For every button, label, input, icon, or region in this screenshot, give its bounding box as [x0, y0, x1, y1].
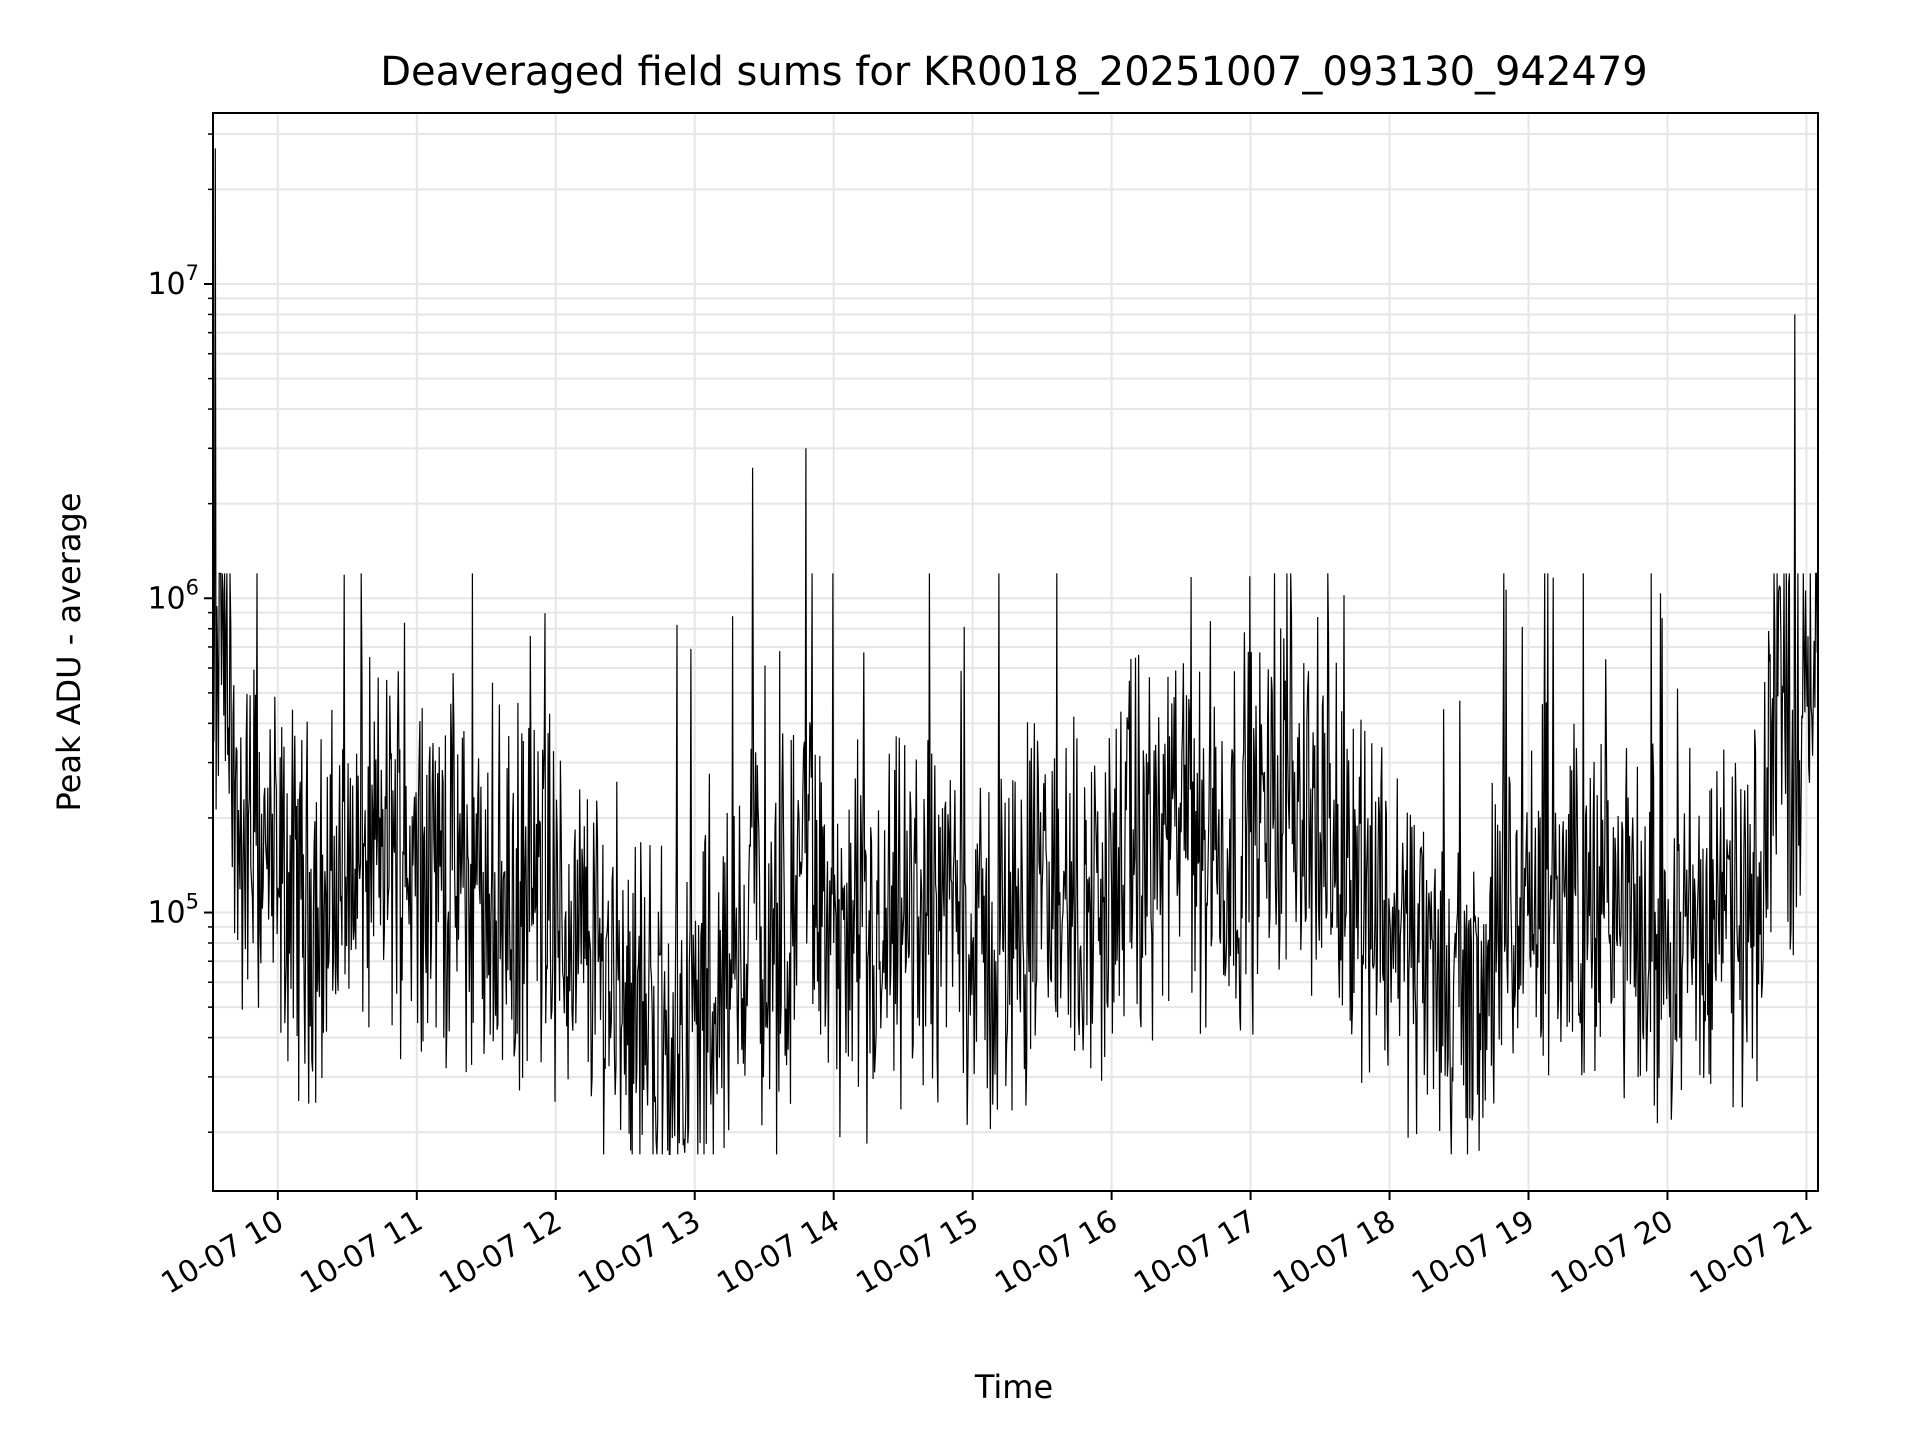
x-tick-label: 10-07 14: [711, 1204, 845, 1302]
x-tick-label: 10-07 17: [1128, 1204, 1262, 1302]
x-axis-label: Time: [974, 1368, 1053, 1406]
y-tick-label: 105: [147, 890, 199, 931]
series-line: [212, 148, 1819, 1155]
x-tick-label: 10-07 13: [572, 1204, 706, 1302]
y-tick-label: 106: [147, 575, 199, 616]
y-axis: 105 106 107: [147, 133, 213, 1133]
x-tick-label: 10-07 20: [1545, 1204, 1679, 1302]
x-tick-label: 10-07 10: [156, 1204, 290, 1302]
y-tick-label: 107: [147, 261, 199, 302]
chart-title: Deaveraged field sums for KR0018_2025100…: [380, 49, 1648, 95]
x-tick-label: 10-07 12: [433, 1204, 567, 1302]
x-tick-label: 10-07 11: [294, 1204, 428, 1302]
series-line-group: [212, 148, 1819, 1155]
x-tick-label: 10-07 19: [1406, 1204, 1540, 1302]
x-tick-label: 10-07 16: [989, 1204, 1123, 1302]
x-tick-label: 10-07 15: [850, 1204, 984, 1302]
x-tick-label: 10-07 21: [1684, 1204, 1818, 1302]
y-axis-label: Peak ADU - average: [50, 493, 88, 812]
plot-frame: [212, 112, 1819, 1192]
grid: [213, 113, 1818, 1191]
x-tick-label: 10-07 18: [1267, 1204, 1401, 1302]
x-axis: 10-07 10 10-07 11 10-07 12 10-07 13 10-07 14…: [156, 1191, 1818, 1302]
